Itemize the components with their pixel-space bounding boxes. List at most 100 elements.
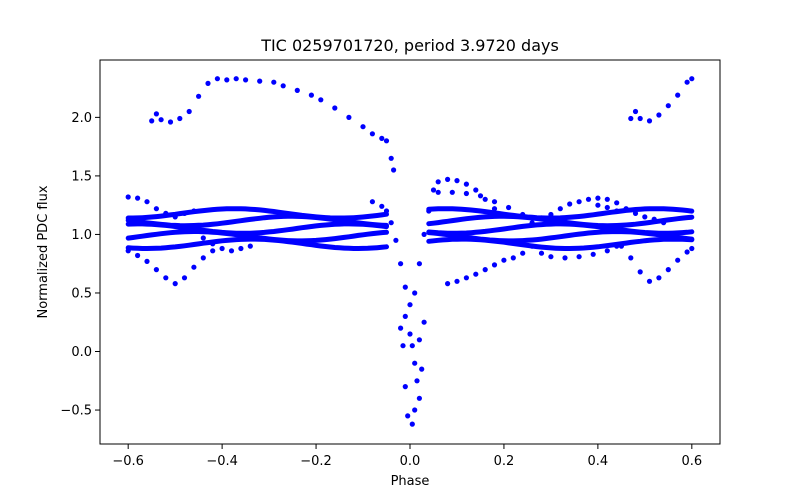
- data-point: [548, 211, 554, 218]
- data-point: [435, 179, 441, 185]
- data-point: [153, 206, 159, 212]
- data-point: [398, 325, 404, 331]
- flux-band-trace: [426, 213, 695, 229]
- data-point: [409, 421, 415, 427]
- flux-band-trace: [125, 206, 389, 221]
- data-point: [463, 181, 469, 187]
- data-point: [604, 196, 610, 202]
- data-point: [318, 97, 324, 103]
- data-point: [407, 302, 413, 308]
- x-tick-label: 0.2: [494, 454, 515, 469]
- data-point: [604, 248, 610, 254]
- data-point: [656, 112, 662, 118]
- flux-band-trace: [125, 213, 389, 229]
- data-point: [177, 115, 183, 122]
- data-point: [294, 87, 300, 93]
- data-point: [398, 261, 404, 267]
- data-point: [491, 199, 498, 205]
- data-point: [656, 275, 662, 281]
- data-point: [435, 189, 441, 195]
- data-point: [238, 245, 244, 252]
- data-point: [402, 384, 408, 390]
- data-point: [416, 395, 422, 401]
- data-point: [172, 214, 178, 220]
- data-point: [308, 92, 314, 98]
- data-point: [538, 250, 545, 256]
- x-tick-label: −0.2: [300, 454, 332, 469]
- data-point: [637, 269, 643, 275]
- data-point: [675, 257, 681, 263]
- data-point: [196, 93, 202, 99]
- data-point: [409, 343, 415, 349]
- data-point: [463, 275, 469, 281]
- data-point: [383, 138, 390, 144]
- data-point: [421, 319, 427, 325]
- data-point: [369, 199, 375, 205]
- data-point: [576, 254, 582, 260]
- data-point: [125, 248, 131, 254]
- data-point: [590, 251, 596, 257]
- data-point: [412, 360, 418, 366]
- data-point: [416, 261, 422, 267]
- data-point: [412, 407, 418, 413]
- x-tick-label: 0.6: [681, 454, 702, 469]
- data-point: [665, 103, 671, 109]
- data-point: [689, 76, 695, 82]
- data-point: [280, 83, 286, 89]
- data-point: [520, 250, 526, 256]
- data-point: [665, 267, 671, 273]
- y-tick-label: 1.0: [71, 228, 92, 243]
- x-axis: −0.6 −0.4 −0.2 0.0 0.2 0.4 0.6: [112, 444, 702, 469]
- data-point: [675, 92, 681, 98]
- data-point: [585, 196, 592, 202]
- data-point: [614, 200, 620, 206]
- data-point: [219, 245, 225, 252]
- data-point: [224, 77, 230, 83]
- data-point: [412, 290, 418, 296]
- data-point: [618, 243, 625, 249]
- data-point: [153, 267, 159, 273]
- data-point: [604, 204, 610, 211]
- data-point: [506, 204, 512, 211]
- data-point: [144, 199, 150, 205]
- data-point: [449, 189, 455, 195]
- data-point: [135, 252, 141, 259]
- x-tick-label: 0.4: [588, 454, 609, 469]
- data-point: [651, 216, 657, 222]
- data-point: [454, 278, 460, 284]
- data-point: [482, 196, 488, 202]
- data-point: [388, 220, 394, 226]
- y-tick-label: 2.0: [71, 111, 92, 126]
- data-point: [379, 203, 385, 209]
- data-point: [614, 208, 620, 214]
- data-point: [214, 76, 220, 82]
- y-axis-label: Normalized PDC flux: [36, 185, 51, 318]
- data-point: [210, 241, 216, 247]
- data-point: [646, 118, 653, 124]
- data-point: [473, 187, 479, 193]
- data-point: [491, 206, 498, 212]
- data-point: [684, 249, 690, 255]
- data-point: [473, 271, 479, 277]
- data-point: [125, 194, 131, 200]
- data-point: [491, 262, 498, 268]
- data-point: [360, 124, 366, 130]
- data-point: [416, 337, 422, 343]
- data-point: [454, 178, 460, 184]
- data-point: [383, 208, 390, 214]
- data-point: [163, 210, 169, 216]
- data-point: [576, 199, 582, 205]
- data-point: [538, 215, 545, 221]
- data-point: [529, 220, 535, 226]
- data-point: [557, 206, 563, 212]
- data-point: [181, 275, 188, 281]
- data-point: [163, 275, 169, 281]
- data-point: [628, 255, 634, 261]
- data-point: [445, 176, 451, 182]
- data-point: [684, 79, 690, 85]
- x-tick-label: −0.4: [206, 454, 238, 469]
- data-point: [153, 111, 159, 117]
- data-point: [172, 281, 178, 287]
- data-point: [414, 378, 420, 384]
